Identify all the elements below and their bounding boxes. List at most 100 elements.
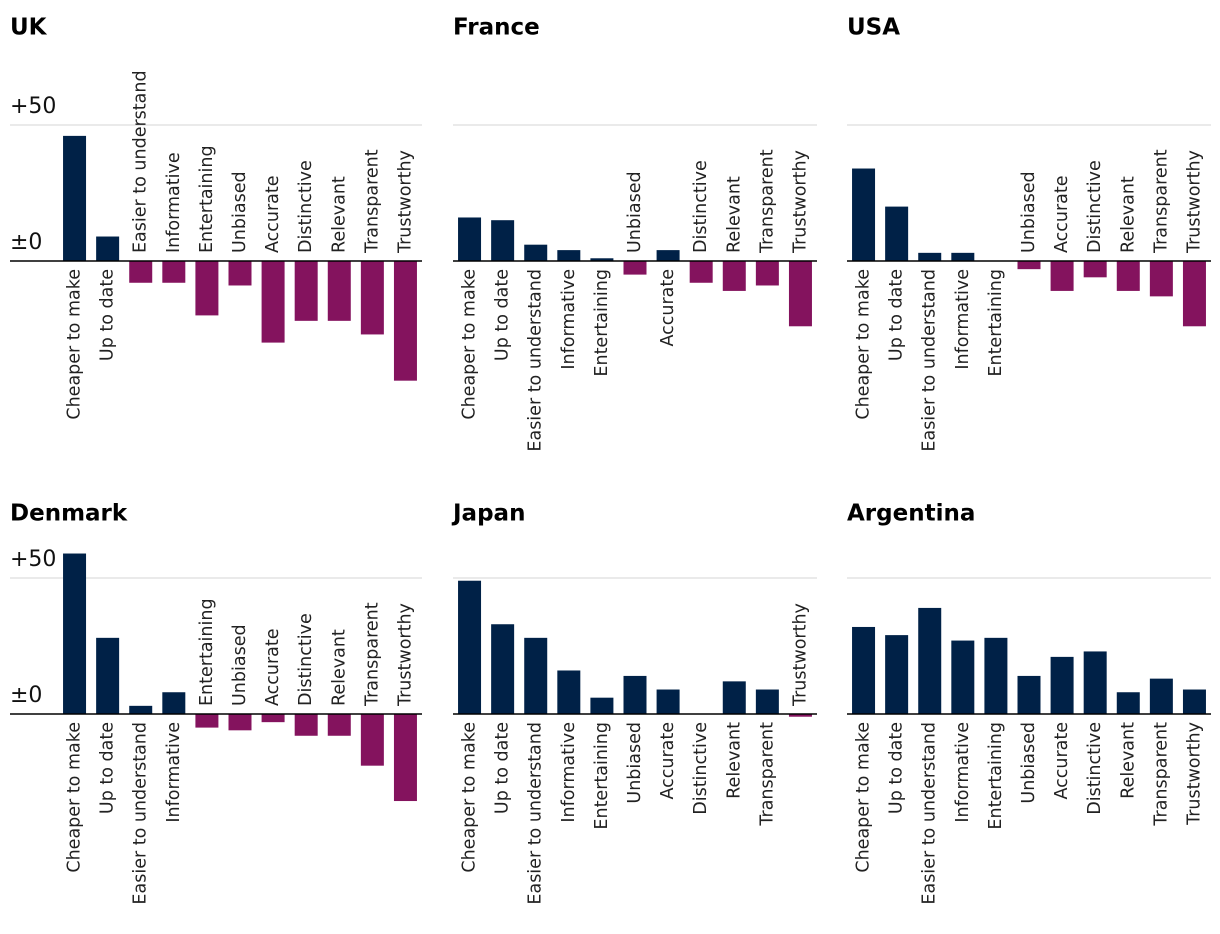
bar <box>1050 261 1074 291</box>
category-label: Accurate <box>263 628 283 706</box>
category-label: Distinctive <box>1085 722 1105 815</box>
category-label: Entertaining <box>592 269 612 377</box>
category-label: Unbiased <box>1019 171 1039 253</box>
category-label: Trustworthy <box>395 150 415 254</box>
category-label: Easier to understand <box>131 70 151 253</box>
category-label: Up to date <box>98 722 118 814</box>
panel-title: Japan <box>451 501 525 527</box>
category-label: Trustworthy <box>1184 150 1204 254</box>
category-label: Unbiased <box>625 171 645 253</box>
category-label: Cheaper to make <box>460 722 480 873</box>
bar <box>1083 261 1107 278</box>
bar <box>261 714 285 723</box>
panel: Denmark ±0 +50 Cheaper to make Up to date Eas… <box>10 501 422 905</box>
bar <box>129 705 153 714</box>
y-tick-label: ±0 <box>10 683 42 708</box>
bar <box>1149 261 1173 297</box>
bar <box>129 261 153 283</box>
bar <box>63 553 87 714</box>
category-label: Relevant <box>329 629 349 706</box>
category-label: Transparent <box>362 149 382 254</box>
bar <box>885 206 909 261</box>
category-label: Entertaining <box>592 722 612 830</box>
bar <box>327 714 351 736</box>
bar <box>261 261 285 343</box>
bar <box>228 714 252 731</box>
bar <box>491 624 515 714</box>
category-label: Informative <box>953 269 973 370</box>
panel: Argentina Cheaper to make Up to date Easier… <box>847 501 1211 905</box>
panel-title: France <box>453 15 540 41</box>
bar <box>984 637 1008 714</box>
category-label: Unbiased <box>230 624 250 706</box>
category-label: Up to date <box>493 269 513 361</box>
category-label: Transparent <box>757 149 777 254</box>
category-label: Cheaper to make <box>65 269 85 420</box>
category-label: Up to date <box>887 722 907 814</box>
y-tick-label: ±0 <box>10 230 42 255</box>
bar <box>393 261 417 381</box>
category-label: Entertaining <box>197 598 217 706</box>
category-label: Accurate <box>1052 175 1072 253</box>
category-label: Entertaining <box>986 269 1006 377</box>
category-label: Up to date <box>98 269 118 361</box>
category-label: Cheaper to make <box>854 269 874 420</box>
bar <box>458 217 482 261</box>
bar <box>918 607 942 714</box>
category-label: Easier to understand <box>131 722 151 905</box>
bar <box>393 714 417 802</box>
bar <box>623 261 647 275</box>
category-label: Unbiased <box>230 171 250 253</box>
bar <box>327 261 351 321</box>
category-label: Up to date <box>887 269 907 361</box>
bar <box>951 640 975 714</box>
bar <box>852 626 876 714</box>
category-label: Easier to understand <box>526 269 546 452</box>
bar <box>755 261 779 286</box>
category-label: Accurate <box>1052 722 1072 800</box>
bar <box>885 635 909 714</box>
category-label: Relevant <box>329 176 349 253</box>
category-label: Informative <box>164 152 184 253</box>
bar <box>294 261 318 321</box>
bar <box>623 675 647 714</box>
panel-title: Argentina <box>847 501 975 527</box>
y-tick-label: +50 <box>10 94 56 119</box>
panel-title: USA <box>847 15 900 41</box>
bar <box>788 714 812 717</box>
bar <box>951 252 975 261</box>
category-label: Transparent <box>1151 722 1171 827</box>
bar <box>195 714 219 728</box>
bar <box>755 689 779 714</box>
bar <box>689 261 713 283</box>
bar <box>360 714 384 766</box>
bar <box>1017 675 1041 714</box>
category-label: Unbiased <box>1019 722 1039 804</box>
bar <box>852 168 876 261</box>
bar <box>656 689 680 714</box>
category-label: Relevant <box>724 176 744 253</box>
bar <box>590 258 614 261</box>
panel: USA Cheaper to make Up to date Easier to un… <box>847 15 1211 452</box>
category-label: Informative <box>559 269 579 370</box>
category-label: Transparent <box>1151 149 1171 254</box>
category-label: Transparent <box>362 602 382 707</box>
category-label: Trustworthy <box>1184 722 1204 826</box>
bar <box>1050 656 1074 714</box>
panel: France Cheaper to make Up to date Easier to… <box>453 15 817 452</box>
panel-title: Denmark <box>10 501 128 527</box>
category-label: Distinctive <box>691 160 711 253</box>
category-label: Trustworthy <box>790 150 810 254</box>
bar <box>557 250 581 261</box>
bar <box>96 236 120 261</box>
category-label: Distinctive <box>691 722 711 815</box>
category-label: Transparent <box>757 722 777 827</box>
category-label: Accurate <box>658 722 678 800</box>
bar <box>294 714 318 736</box>
category-label: Distinctive <box>1085 160 1105 253</box>
category-label: Relevant <box>724 722 744 799</box>
bar <box>590 697 614 714</box>
bar <box>162 261 186 283</box>
bar <box>63 135 87 261</box>
bar <box>1116 692 1140 714</box>
